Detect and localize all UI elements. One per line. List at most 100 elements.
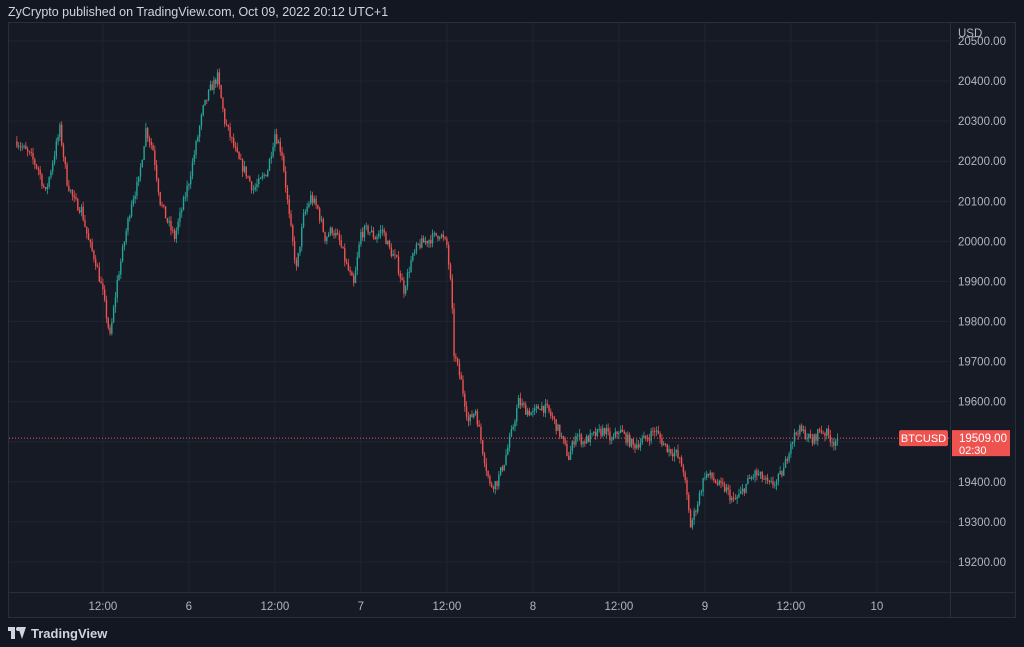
candle-body [440, 234, 443, 238]
candle-body [403, 280, 405, 294]
candle-body [281, 151, 283, 156]
candle-body [704, 477, 706, 479]
candle-body [333, 233, 335, 236]
candle-body [383, 229, 385, 233]
candle-body [811, 437, 814, 444]
candle-body [571, 441, 574, 452]
candle-body [539, 408, 541, 411]
candle-body [808, 433, 810, 439]
candle-body [209, 84, 212, 90]
candle-body [774, 485, 776, 486]
candle-body [738, 493, 740, 497]
candle-body [587, 436, 590, 443]
candle-body [460, 375, 462, 380]
candle-body [673, 452, 676, 457]
candle-body [353, 275, 355, 284]
candle-body [664, 443, 667, 445]
candle-body [327, 234, 330, 237]
candle-body [71, 189, 74, 196]
candle-body [634, 444, 636, 449]
candle-body [216, 72, 219, 84]
candle-body [385, 232, 387, 245]
candle-body [161, 204, 163, 206]
candle-body [318, 208, 321, 221]
candle-body [25, 145, 27, 150]
candle-body [483, 453, 486, 464]
candle-body [41, 174, 43, 186]
candle-body [458, 363, 461, 376]
candle-body [693, 510, 695, 520]
candle-body [238, 151, 240, 159]
candle-body [306, 206, 308, 212]
candle-body [532, 410, 534, 413]
candle-body [636, 444, 638, 449]
candle-body [806, 438, 808, 440]
candle-body [322, 219, 324, 232]
candle-body [446, 238, 448, 245]
published-caption: ZyCrypto published on TradingView.com, O… [8, 5, 389, 19]
x-tick-label: 7 [358, 601, 364, 613]
candle-body [598, 428, 600, 430]
candle-body [308, 203, 310, 207]
candle-body [412, 253, 414, 261]
candle-body [474, 411, 477, 414]
candle-body [716, 483, 719, 485]
candle-body [435, 232, 437, 236]
candle-body [215, 79, 217, 84]
y-tick-label: 19600.00 [958, 397, 1006, 409]
candle-body [591, 433, 593, 435]
candle-body [129, 216, 131, 219]
candle-body [569, 451, 572, 460]
candle-body [584, 441, 586, 444]
candle-body [173, 230, 176, 239]
candle-body [815, 434, 817, 441]
candle-body [578, 434, 581, 436]
candle-body [394, 254, 396, 256]
candle-body [182, 197, 185, 210]
candle-body [478, 424, 480, 427]
candle-body [666, 444, 668, 452]
candle-body [193, 154, 195, 162]
currency-label: USD [958, 28, 982, 40]
candle-body [263, 174, 265, 176]
candle-body [752, 477, 754, 478]
candle-body [283, 155, 285, 172]
candle-body [211, 84, 213, 91]
candle-body [114, 297, 117, 308]
candle-body [417, 243, 419, 245]
candle-body [628, 434, 631, 447]
candle-body [437, 235, 439, 239]
footer: TradingView [8, 622, 107, 644]
candle-body [517, 397, 520, 409]
candle-body [431, 233, 434, 244]
candle-body [378, 233, 380, 237]
candle-body [763, 478, 765, 480]
candle-body [408, 272, 410, 273]
candle-body [270, 156, 273, 159]
candle-body [310, 195, 312, 204]
candle-body [376, 236, 378, 240]
candle-body [363, 226, 366, 238]
candle-body [625, 433, 627, 443]
candle-body [268, 158, 271, 171]
candle-body [817, 429, 819, 441]
candle-body [709, 472, 711, 476]
candle-body [32, 152, 34, 160]
candle-body [154, 150, 156, 166]
candle-body [679, 457, 681, 459]
candle-body [768, 480, 771, 482]
candle-body [188, 184, 190, 186]
candle-body [677, 450, 679, 458]
candle-body [643, 435, 645, 439]
candle-body [200, 114, 203, 127]
candle-body [619, 429, 622, 433]
candle-body [813, 434, 815, 444]
candle-body [548, 405, 550, 412]
candle-body [826, 428, 828, 436]
candle-body [449, 264, 452, 279]
candle-body [465, 406, 468, 417]
candle-body [827, 428, 830, 436]
candle-body [426, 240, 428, 244]
candle-body [489, 476, 491, 484]
